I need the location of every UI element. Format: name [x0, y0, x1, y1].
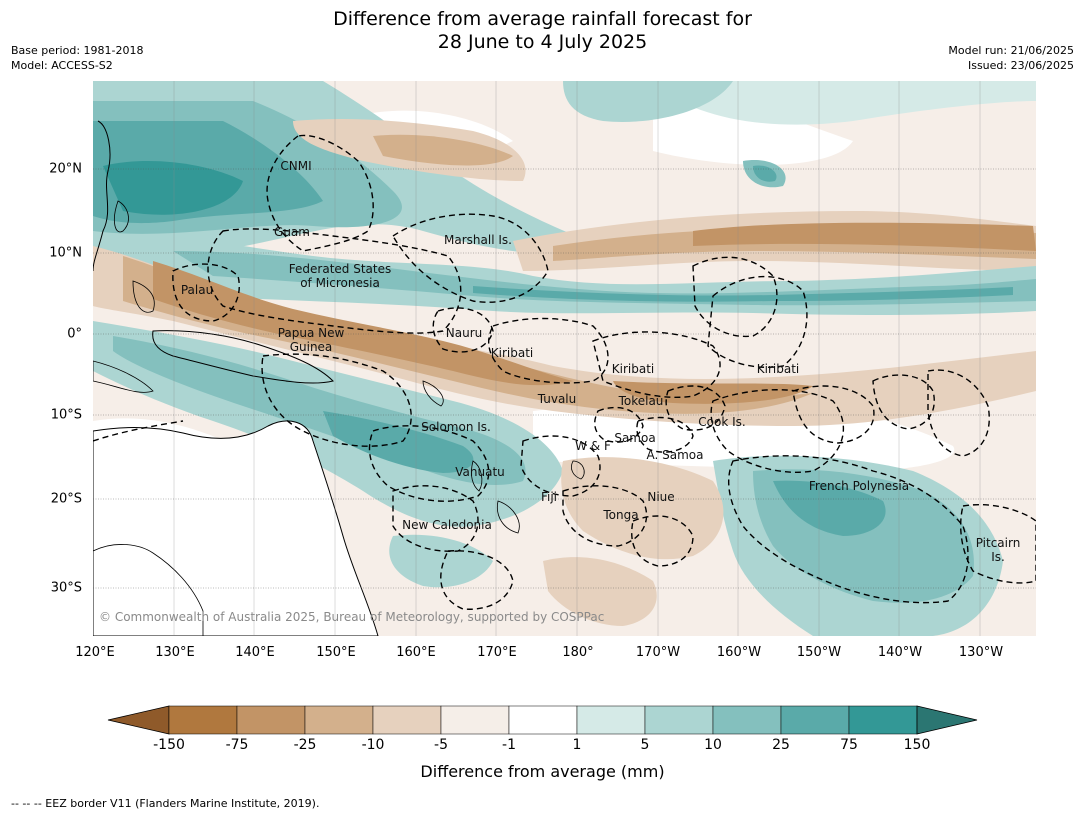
- region-guam: Guam: [274, 225, 310, 239]
- region-kiribati-west: Kiribati: [490, 346, 534, 360]
- region-kiribati-central: Kiribati: [611, 362, 655, 376]
- region-samoa: Samoa: [614, 431, 656, 445]
- lat-label-20s: 20°S: [50, 491, 82, 507]
- region-pitcairn: Pitcairn Is.: [976, 536, 1021, 564]
- colorbar-segment-8: [712, 705, 782, 735]
- lat-label-10s: 10°S: [50, 407, 82, 423]
- colorbar-label-8: 10: [704, 737, 722, 753]
- lon-label-120e: 120°E: [75, 645, 115, 660]
- colorbar-label-6: 1: [572, 737, 582, 753]
- lat-label-0: 0°: [67, 326, 82, 342]
- lon-label-150e: 150°E: [316, 645, 356, 660]
- lat-label-10n: 10°N: [49, 245, 82, 261]
- rainfall-map-graphic: [93, 81, 1036, 636]
- region-tokelau: Tokelau: [618, 394, 664, 408]
- model-name: Model: ACCESS-S2: [11, 59, 113, 72]
- region-american-samoa: A. Samoa: [646, 448, 704, 462]
- region-fsm-line1: Federated States: [288, 262, 392, 276]
- base-period: Base period: 1981-2018: [11, 44, 144, 57]
- region-french-polynesia: French Polynesia: [808, 479, 910, 493]
- region-new-caledonia: New Caledonia: [402, 518, 492, 532]
- colorbar-label-2: -25: [293, 737, 317, 753]
- lat-label-30s: 30°S: [50, 580, 82, 596]
- region-pitcairn-line1: Pitcairn: [975, 536, 1021, 550]
- colorbar-label-5: -1: [502, 737, 516, 753]
- colorbar-label-7: 5: [640, 737, 650, 753]
- region-kiribati-east: Kiribati: [756, 362, 800, 376]
- colorbar-arrow-right: [916, 705, 978, 735]
- colorbar-label-11: 150: [903, 737, 931, 753]
- region-nauru: Nauru: [445, 326, 483, 340]
- region-vanuatu: Vanuatu: [455, 465, 505, 479]
- lon-label-140e: 140°E: [235, 645, 275, 660]
- rainfall-map: [93, 81, 1036, 636]
- region-cnmi: CNMI: [280, 159, 312, 173]
- lon-label-180: 180°: [562, 645, 594, 660]
- eez-border-legend: -- -- -- EEZ border V11 (Flanders Marine…: [11, 797, 320, 810]
- colorbar-label-4: -5: [434, 737, 448, 753]
- title-line-2: 28 June to 4 July 2025: [437, 31, 648, 53]
- model-run: Model run: 21/06/2025: [948, 44, 1074, 57]
- colorbar-segment-4: [440, 705, 510, 735]
- region-niue: Niue: [647, 490, 675, 504]
- region-png-line1: Papua New: [277, 326, 345, 340]
- lon-label-150w: 150°W: [796, 645, 842, 660]
- colorbar-label-9: 25: [772, 737, 790, 753]
- lon-label-170w: 170°W: [635, 645, 681, 660]
- colorbar-segment-5: [508, 705, 578, 735]
- region-tuvalu: Tuvalu: [537, 392, 577, 406]
- lon-label-130e: 130°E: [155, 645, 195, 660]
- colorbar-segment-7: [644, 705, 714, 735]
- region-palau: Palau: [180, 283, 214, 297]
- colorbar-segment-6: [576, 705, 646, 735]
- colorbar-segment-9: [780, 705, 850, 735]
- map-title: Difference from average rainfall forecas…: [0, 8, 1085, 54]
- region-pitcairn-line2: Is.: [991, 550, 1005, 564]
- colorbar-label-1: -75: [225, 737, 249, 753]
- colorbar-segment-10: [848, 705, 918, 735]
- region-fsm-line2: of Micronesia: [300, 276, 380, 290]
- colorbar-segment-0: [168, 705, 238, 735]
- colorbar-segment-2: [304, 705, 374, 735]
- colorbar-label-0: -150: [153, 737, 185, 753]
- region-fsm: Federated States of Micronesia: [289, 262, 391, 290]
- region-tonga: Tonga: [603, 508, 639, 522]
- region-marshall: Marshall Is.: [444, 233, 512, 247]
- region-png-line2: Guinea: [289, 340, 333, 354]
- lon-label-130w: 130°W: [958, 645, 1004, 660]
- title-line-1: Difference from average rainfall forecas…: [333, 8, 752, 30]
- colorbar-label-3: -10: [361, 737, 385, 753]
- meta-right: Model run: 21/06/2025 Issued: 23/06/2025: [948, 43, 1074, 73]
- region-wallis-futuna: W & F: [575, 439, 611, 453]
- colorbar-segment-1: [236, 705, 306, 735]
- region-png: Papua New Guinea: [278, 326, 345, 354]
- lon-label-160e: 160°E: [396, 645, 436, 660]
- issued-date: Issued: 23/06/2025: [967, 59, 1074, 72]
- meta-left: Base period: 1981-2018 Model: ACCESS-S2: [11, 43, 143, 73]
- colorbar-label-10: 75: [840, 737, 858, 753]
- copyright-notice: © Commonwealth of Australia 2025, Bureau…: [99, 610, 605, 624]
- lat-label-20n: 20°N: [49, 161, 82, 177]
- colorbar-segment-3: [372, 705, 442, 735]
- lon-label-160w: 160°W: [716, 645, 762, 660]
- colorbar-title: Difference from average (mm): [420, 762, 665, 781]
- region-fiji: Fiji: [540, 490, 558, 504]
- colorbar: [107, 705, 978, 735]
- lon-label-140w: 140°W: [877, 645, 923, 660]
- region-cook: Cook Is.: [698, 415, 746, 429]
- region-solomon: Solomon Is.: [421, 420, 491, 434]
- colorbar-arrow-left: [107, 705, 170, 735]
- lon-label-170e: 170°E: [477, 645, 517, 660]
